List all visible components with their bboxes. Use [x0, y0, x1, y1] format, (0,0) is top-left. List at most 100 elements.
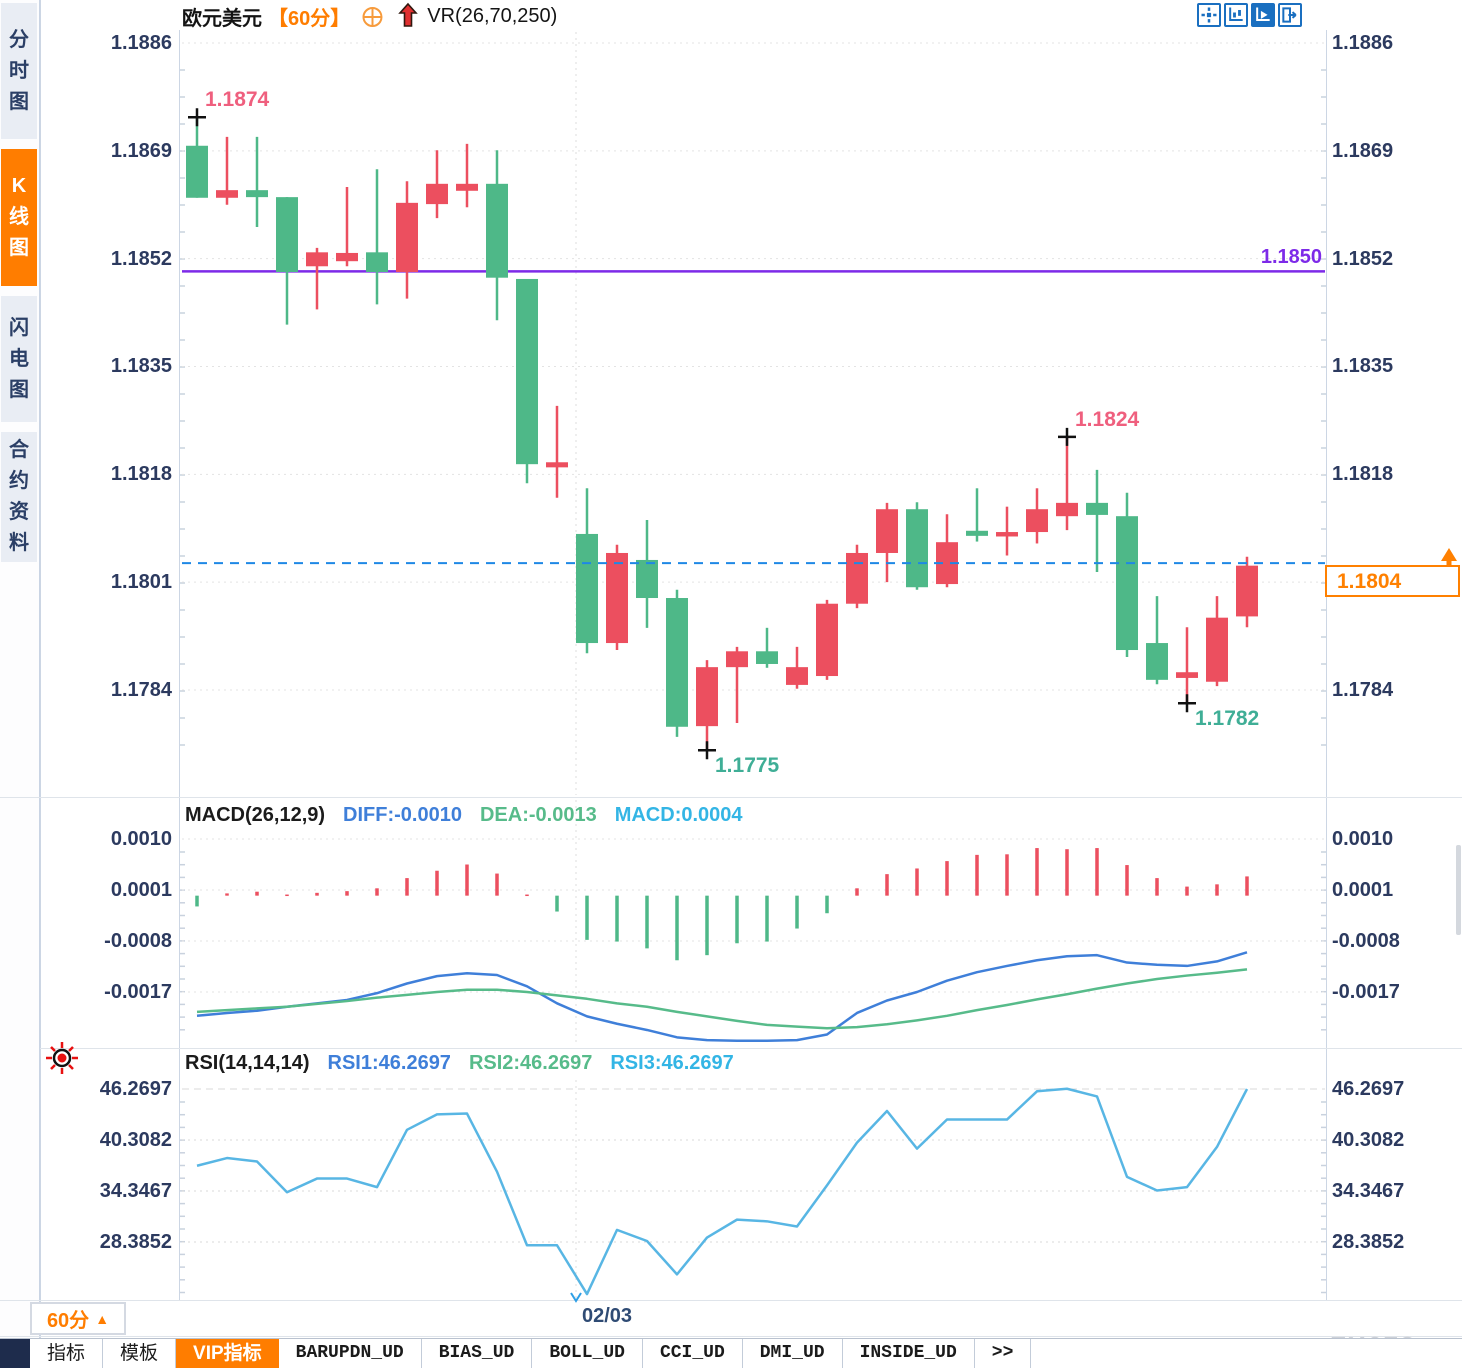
- sidebar-tab-char: K: [11, 175, 27, 197]
- y-axis-label: 46.2697: [99, 1078, 172, 1100]
- bottom-tab-2[interactable]: 模板: [103, 1339, 177, 1368]
- macd-histogram-bar: [675, 895, 679, 961]
- period-tag[interactable]: 【60分】: [268, 7, 351, 30]
- date-caret-icon: [570, 1292, 582, 1303]
- indicator-name-label: VR(26,70,250): [427, 4, 558, 27]
- candle-body: [936, 542, 958, 585]
- y-axis-label: 1.1801: [110, 571, 172, 594]
- bottom-tab-10[interactable]: >>: [975, 1339, 1032, 1368]
- y-axis-label: 1.1852: [110, 247, 172, 270]
- extreme-plus-marker: [1178, 694, 1196, 713]
- bottom-tab-4[interactable]: BARUPDN_UD: [279, 1339, 422, 1368]
- rsi-line: [196, 1087, 1249, 1296]
- candle-body: [246, 190, 268, 198]
- sun-marker-icon[interactable]: [44, 1040, 80, 1081]
- macd-title: MACD(26,12,9): [185, 804, 326, 826]
- tabbar-corner-block: [0, 1339, 30, 1368]
- sidebar-tab-3[interactable]: 闪电图: [1, 296, 37, 422]
- macd-histogram-bar: [1005, 854, 1009, 896]
- y-axis-label: 1.1869: [110, 139, 172, 162]
- sidebar-tab-char: 资: [9, 501, 29, 523]
- macd-histogram-bar: [585, 895, 589, 940]
- candle-body: [966, 530, 988, 536]
- macd-macd-value: MACD:0.0004: [614, 804, 743, 826]
- candle-body: [426, 183, 448, 205]
- candle-body: [1176, 672, 1198, 678]
- candle-body: [696, 667, 718, 727]
- current-price-label: 1.1804: [1325, 565, 1460, 597]
- candle-body: [456, 183, 478, 191]
- macd-histogram-bar: [465, 864, 469, 896]
- candle-body: [876, 509, 898, 553]
- candle-body: [546, 462, 568, 468]
- candle-body: [726, 651, 748, 668]
- sidebar-tab-char: 时: [9, 59, 29, 82]
- right-scrollbar[interactable]: [1456, 845, 1461, 935]
- bottom-tab-9[interactable]: INSIDE_UD: [843, 1339, 975, 1368]
- sidebar-tab-char: 图: [9, 378, 29, 401]
- sidebar-tab-char: 约: [9, 470, 29, 492]
- bottom-tab-7[interactable]: CCI_UD: [643, 1339, 743, 1368]
- rsi3-value: RSI3:46.2697: [610, 1052, 734, 1074]
- candle-body: [1116, 516, 1138, 651]
- axis-candles-icon[interactable]: [1224, 3, 1248, 27]
- up-triangle-icon: ▲: [95, 1310, 110, 1327]
- sidebar-tab-char: 分: [9, 28, 29, 51]
- candle-body: [186, 145, 208, 198]
- period-selector[interactable]: 60分 ▲: [30, 1302, 126, 1335]
- bottom-tab-3[interactable]: VIP指标: [176, 1339, 279, 1368]
- price-annotation: 1.1775: [715, 754, 780, 778]
- period-selector-label: 60分: [46, 1310, 90, 1332]
- y-axis-label: 28.3852: [99, 1230, 172, 1253]
- macd-histogram-bar: [735, 895, 739, 944]
- sidebar-tab-char: 图: [9, 90, 29, 113]
- sidebar-tab-1[interactable]: 分时图: [1, 3, 37, 139]
- candle-body: [786, 667, 808, 685]
- macd-dea-value: DEA:-0.0013: [479, 804, 597, 826]
- y-axis-label: -0.0008: [1332, 929, 1400, 952]
- axis-play-icon[interactable]: [1251, 3, 1275, 27]
- sidebar-tab-char: 线: [9, 206, 29, 228]
- bottom-tab-1[interactable]: 指标: [30, 1339, 104, 1368]
- candle-body: [666, 598, 688, 727]
- macd-histogram-bar: [1185, 886, 1189, 896]
- move-crosshair-icon[interactable]: [1197, 3, 1221, 27]
- exit-panel-icon[interactable]: [1278, 3, 1302, 27]
- bottom-tab-5[interactable]: BIAS_UD: [422, 1339, 533, 1368]
- macd-histogram-bar: [555, 895, 559, 912]
- bottom-tab-bar: 指标 模板 VIP指标 BARUPDN_UD BIAS_UD BOLL_UD CCI_UD D…: [0, 1338, 1462, 1368]
- macd-histogram-bar: [1095, 848, 1099, 896]
- macd-diff-value: DIFF:-0.0010: [343, 804, 462, 826]
- macd-histogram-bar: [285, 894, 289, 897]
- macd-histogram-bar: [495, 873, 499, 896]
- candle-body: [306, 252, 328, 267]
- candle-body: [1086, 502, 1108, 515]
- macd-histogram-bar: [1245, 876, 1249, 896]
- candle-body: [216, 190, 238, 198]
- macd-histogram-bar: [975, 854, 979, 896]
- extreme-plus-marker: [1058, 427, 1076, 446]
- extreme-plus-marker: [698, 741, 716, 760]
- y-axis-label: -0.0008: [104, 929, 172, 952]
- y-axis-label: -0.0017: [1332, 980, 1400, 1003]
- red-up-arrow-icon: [395, 2, 421, 30]
- y-axis-label: 1.1886: [1332, 32, 1394, 54]
- macd-histogram-bar: [795, 895, 799, 929]
- macd-histogram-bar: [765, 895, 769, 942]
- bottom-tab-8[interactable]: DMI_UD: [743, 1339, 843, 1368]
- y-axis-label: 28.3852: [1332, 1230, 1405, 1253]
- y-axis-label: 1.1886: [110, 32, 172, 54]
- macd-legend: MACD(26,12,9) DIFF:-0.0010 DEA:-0.0013 M…: [185, 804, 761, 827]
- macd-histogram-bar: [855, 888, 859, 896]
- bottom-tab-6[interactable]: BOLL_UD: [532, 1339, 643, 1368]
- y-axis-label: 34.3467: [99, 1179, 172, 1202]
- candle-body: [276, 197, 298, 272]
- candle-body: [396, 202, 418, 272]
- crosshair-circle-icon[interactable]: [360, 4, 385, 29]
- sidebar-tab-4[interactable]: 合约资料: [1, 432, 37, 562]
- rsi-title: RSI(14,14,14): [185, 1052, 310, 1074]
- macd-histogram-bar: [525, 894, 529, 897]
